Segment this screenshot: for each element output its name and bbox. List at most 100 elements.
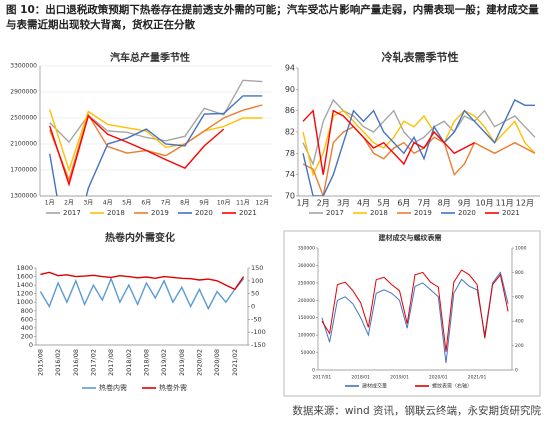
y2-tick-label: 1000 bbox=[515, 246, 527, 252]
legend-label: 2018 bbox=[107, 209, 125, 217]
y-tick-label: 150000 bbox=[298, 315, 315, 321]
y-tick-label: 100000 bbox=[298, 333, 315, 339]
x-tick-label: 2016/08 bbox=[72, 349, 80, 376]
series-line bbox=[302, 98, 536, 167]
x-tick-label: 11月 bbox=[236, 200, 250, 207]
legend-label: 热卷内需 bbox=[99, 383, 127, 392]
x-tick-label: 2019/01 bbox=[390, 375, 409, 381]
legend-label: 2017 bbox=[63, 209, 81, 217]
y-tick-label: 94 bbox=[285, 64, 295, 73]
x-tick-label: 7月 bbox=[417, 199, 430, 208]
x-tick-label: 10月 bbox=[217, 200, 231, 207]
series-line bbox=[49, 95, 263, 196]
source-note: 数据来源：wind 资讯，钢联云终端，永安期货研究院 bbox=[292, 405, 541, 417]
y-tick-label: 200000 bbox=[298, 298, 315, 304]
x-tick-label: 12月 bbox=[256, 200, 270, 207]
series-line bbox=[321, 271, 509, 364]
x-tick-label: 5月 bbox=[377, 199, 390, 208]
x-tick-label: 2017/02 bbox=[89, 349, 97, 376]
x-tick-label: 12月 bbox=[516, 199, 534, 208]
series-line bbox=[49, 109, 263, 173]
y-tick-label: 78 bbox=[285, 149, 295, 158]
x-tick-label: 2017/08 bbox=[107, 349, 115, 376]
x-tick-label: 2018/02 bbox=[125, 349, 133, 376]
x-tick-label: 6月 bbox=[397, 199, 410, 208]
y2-tick-label: 200 bbox=[515, 343, 524, 349]
y2-tick-label: -50 bbox=[251, 315, 262, 323]
y-tick-label: 350000 bbox=[298, 246, 315, 252]
x-tick-label: 1月 bbox=[45, 200, 55, 207]
series-line bbox=[39, 276, 245, 311]
y-tick-label: 90 bbox=[285, 85, 295, 94]
y2-tick-label: 600 bbox=[515, 294, 524, 300]
x-tick-label: 3月 bbox=[83, 200, 93, 207]
series-line bbox=[302, 99, 535, 196]
legend-label: 2021 bbox=[239, 209, 257, 217]
legend-label: 2019 bbox=[414, 209, 432, 217]
x-tick-label: 9月 bbox=[458, 199, 471, 208]
legend-label: 2020 bbox=[458, 209, 476, 217]
y-tick-label: 400 bbox=[21, 324, 33, 332]
x-tick-label: 2月 bbox=[64, 200, 74, 207]
x-tick-label: 8月 bbox=[438, 199, 451, 208]
chart-frame bbox=[283, 230, 541, 397]
y-tick-label: 70 bbox=[285, 192, 295, 201]
x-tick-label: 8月 bbox=[180, 200, 190, 207]
legend-label: 2018 bbox=[370, 209, 388, 217]
y-tick-label: 250000 bbox=[298, 280, 315, 286]
x-tick-label: 2015/08 bbox=[36, 349, 44, 376]
x-tick-label: 2021/01 bbox=[468, 375, 487, 381]
y-tick-label: 1400 bbox=[16, 281, 33, 289]
x-tick-label: 2月 bbox=[317, 199, 330, 208]
y2-tick-label: 400 bbox=[515, 319, 524, 325]
y-tick-label: 50000 bbox=[301, 350, 315, 356]
chart-title: 热卷内外需变化 bbox=[105, 231, 175, 244]
x-tick-label: 9月 bbox=[199, 200, 209, 207]
y-tick-label: 200 bbox=[21, 332, 33, 340]
y-tick-label: 3300000 bbox=[10, 63, 37, 70]
figure-title: 图 10：出口退税政策预期下热卷存在提前透支外需的可能；汽车受芯片影响产量走弱，… bbox=[6, 4, 539, 31]
x-tick-label: 4月 bbox=[357, 199, 370, 208]
y-tick-label: 600 bbox=[21, 315, 33, 323]
legend-label: 建材成交量 bbox=[362, 383, 387, 390]
y-tick-label: 2100000 bbox=[10, 141, 37, 148]
x-tick-label: 7月 bbox=[161, 200, 171, 207]
legend-label: 2019 bbox=[151, 209, 169, 217]
series-line bbox=[49, 114, 225, 187]
y-tick-label: 1000 bbox=[16, 298, 33, 306]
x-tick-label: 1月 bbox=[296, 199, 309, 208]
x-tick-label: 2017/01 bbox=[313, 375, 332, 381]
legend-label: 2021 bbox=[502, 209, 520, 217]
x-tick-label: 2020/02 bbox=[195, 349, 203, 376]
series-line bbox=[40, 271, 245, 291]
chart-title: 汽车总产量季节性 bbox=[110, 51, 190, 64]
y2-tick-label: -100 bbox=[251, 328, 266, 336]
y-tick-label: 2900000 bbox=[10, 89, 37, 96]
y-tick-label: 300000 bbox=[298, 263, 315, 269]
series-line bbox=[302, 109, 475, 175]
x-tick-label: 2020/01 bbox=[429, 375, 448, 381]
legend-label: 热卷外需 bbox=[159, 383, 187, 392]
x-tick-label: 2018/08 bbox=[142, 349, 150, 376]
y-tick-label: 2500000 bbox=[10, 115, 37, 122]
series-line bbox=[302, 125, 536, 196]
x-tick-label: 5月 bbox=[122, 200, 132, 207]
x-tick-label: 11月 bbox=[496, 199, 514, 208]
y2-tick-label: 0 bbox=[515, 368, 518, 374]
y-tick-label: 0 bbox=[312, 368, 315, 374]
series-line bbox=[302, 109, 536, 177]
y-tick-label: 1700000 bbox=[10, 167, 37, 174]
x-tick-label: 6月 bbox=[141, 200, 151, 207]
series-line bbox=[321, 269, 509, 352]
y2-tick-label: 800 bbox=[515, 270, 524, 276]
y-tick-label: 82 bbox=[285, 128, 295, 137]
y-tick-label: 86 bbox=[285, 106, 295, 115]
x-tick-label: 2019/02 bbox=[160, 349, 168, 376]
x-tick-label: 2018/01 bbox=[351, 375, 370, 381]
legend-label: 螺纹表需（右轴） bbox=[432, 383, 472, 390]
x-tick-label: 4月 bbox=[103, 200, 113, 207]
chart-title: 冷轧表需季节性 bbox=[382, 50, 459, 64]
y2-tick-label: 150 bbox=[251, 264, 263, 272]
y2-tick-label: 100 bbox=[251, 277, 263, 285]
y-tick-label: 1800 bbox=[16, 264, 33, 272]
